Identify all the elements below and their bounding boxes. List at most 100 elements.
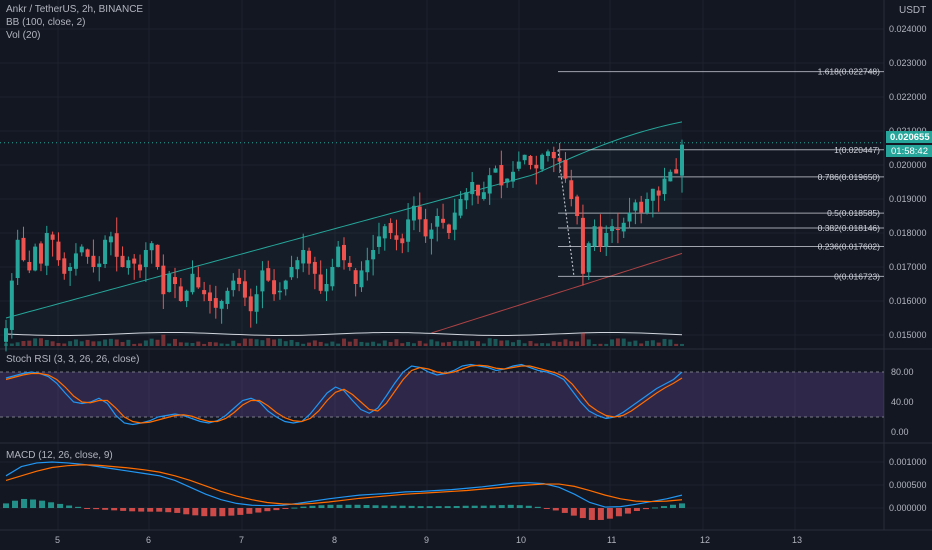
bb-upper-band xyxy=(5,121,683,319)
volume-bar xyxy=(73,339,78,346)
volume-bar xyxy=(85,339,90,346)
macd-title[interactable]: MACD (12, 26, close, 9) xyxy=(6,450,113,461)
x-tick-label: 9 xyxy=(424,535,429,545)
volume-bar xyxy=(312,340,317,346)
candle-body xyxy=(545,151,550,156)
candle-body xyxy=(610,226,615,232)
volume-bar xyxy=(207,341,212,346)
countdown-badge xyxy=(886,145,932,157)
macd-histogram-bar xyxy=(462,505,469,508)
macd-histogram-bar xyxy=(363,504,370,508)
candle-body xyxy=(330,267,335,287)
candle-body xyxy=(68,267,73,271)
candle-body xyxy=(650,188,655,201)
volume-bar xyxy=(680,343,684,346)
bollinger-bands xyxy=(5,121,683,336)
volume-indicator-title[interactable]: Vol (20) xyxy=(6,30,40,41)
axis-tick-labels: 5 6 7 8 9 10 11 12 13 0.024000 0.023000 0.022000 0.0… xyxy=(55,24,927,545)
candle-body xyxy=(254,294,259,312)
candle-body xyxy=(394,235,399,240)
candle-body xyxy=(458,199,463,216)
volume-bar xyxy=(149,338,154,346)
volume-bar xyxy=(225,343,230,346)
candle-body xyxy=(382,226,387,239)
volume-bar xyxy=(441,342,446,346)
y-tick-label: 0.015000 xyxy=(889,330,927,340)
rsi-tick-label: 40.00 xyxy=(891,397,914,407)
volume-bar xyxy=(289,339,294,346)
volume-bar xyxy=(138,343,143,346)
macd-histogram-bar xyxy=(651,507,658,509)
macd-histogram-bar xyxy=(426,506,433,508)
candle-body xyxy=(27,262,32,271)
volume-bar xyxy=(237,343,242,346)
candle-body xyxy=(347,262,352,267)
volume-bar xyxy=(202,343,207,346)
candle-body xyxy=(493,168,498,173)
macd-histogram-bar xyxy=(84,508,91,509)
volume-bar xyxy=(639,343,644,346)
volume-ma-line xyxy=(5,331,683,336)
macd-histogram-bar xyxy=(679,503,685,508)
candle-body xyxy=(464,192,469,201)
rsi-tick-label: 80.00 xyxy=(891,367,914,377)
candle-body xyxy=(126,260,131,268)
volume-bar xyxy=(592,343,597,346)
candle-body xyxy=(586,243,591,273)
candle-body xyxy=(289,267,294,278)
stoch-rsi-k-line xyxy=(5,363,683,426)
volume-bar xyxy=(481,343,486,346)
bb-indicator-title[interactable]: BB (100, close, 2) xyxy=(6,17,85,28)
candle-body xyxy=(173,277,177,284)
candle-body xyxy=(522,154,527,161)
volume-bar xyxy=(44,339,49,346)
volume-bar xyxy=(650,340,655,346)
volume-bar xyxy=(68,341,73,346)
candle-body xyxy=(476,184,481,196)
volume-bar xyxy=(534,343,539,346)
volume-bar xyxy=(330,341,335,346)
candle-body xyxy=(283,280,288,290)
volume-bar xyxy=(219,343,224,346)
volume-bar xyxy=(38,338,43,346)
volume-bar xyxy=(417,340,422,346)
candle-body xyxy=(167,273,172,292)
macd-tick-label: 0.000500 xyxy=(889,480,927,490)
macd-histogram-bar xyxy=(624,508,631,514)
candle-body xyxy=(400,238,405,244)
volume-bar xyxy=(196,341,201,346)
volume-bar xyxy=(242,338,247,346)
candle-body xyxy=(237,277,242,284)
macd-histogram-bar xyxy=(453,506,460,508)
candle-body xyxy=(161,265,166,295)
candle-body xyxy=(481,192,486,199)
candle-body xyxy=(499,165,504,186)
macd-histogram-bar xyxy=(669,504,676,508)
macd-histogram-bar xyxy=(579,508,586,519)
candle-body xyxy=(120,255,125,267)
volume-bar xyxy=(545,343,550,346)
volume-bar xyxy=(528,341,533,346)
candle-body xyxy=(452,212,457,230)
countdown-value: 01:58:42 xyxy=(891,146,928,157)
fib-trend-line xyxy=(557,149,575,277)
volume-bar xyxy=(114,339,119,346)
x-tick-label: 10 xyxy=(516,535,526,545)
macd-histogram-bar xyxy=(264,508,271,512)
stoch-rsi-title[interactable]: Stoch RSI (3, 3, 26, 26, close) xyxy=(6,354,139,365)
macd-histogram-bar xyxy=(489,505,496,508)
fibonacci-retracement[interactable]: 1.618(0.022748) 1(0.020447) 0.786(0.019650… xyxy=(557,67,884,282)
macd-histogram-bar xyxy=(156,508,163,512)
macd-pane xyxy=(3,461,685,520)
candle-body xyxy=(73,253,78,269)
volume-bar xyxy=(435,341,440,346)
volume-bar xyxy=(266,338,271,346)
candle-body xyxy=(563,159,568,179)
volume-bar xyxy=(365,342,370,346)
candle-body xyxy=(371,250,376,260)
candle-body xyxy=(668,171,673,182)
macd-histogram-bar xyxy=(435,506,442,508)
macd-histogram-bar xyxy=(615,508,622,517)
macd-histogram-bar xyxy=(93,508,100,510)
